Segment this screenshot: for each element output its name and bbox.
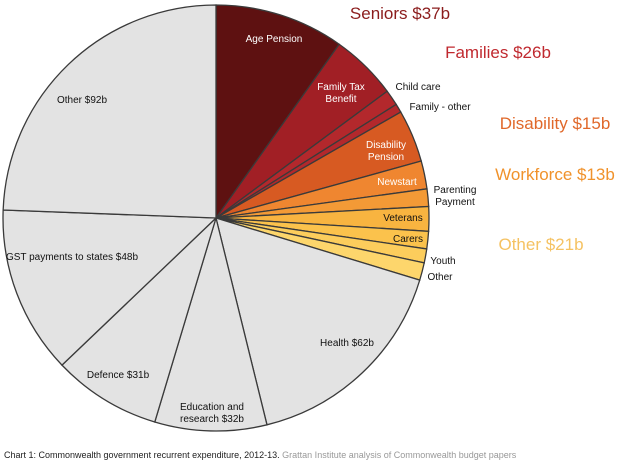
slice-label: Family - other bbox=[409, 102, 471, 113]
group-label: Other $21b bbox=[498, 235, 584, 254]
pie-slice bbox=[61, 215, 218, 423]
slice-label: Health $62b bbox=[320, 338, 374, 349]
pie-slice bbox=[215, 4, 341, 221]
caption: Chart 1: Commonwealth government recurre… bbox=[4, 450, 516, 460]
slice-label: Newstart bbox=[377, 177, 417, 188]
slice-label: Other $92b bbox=[56, 95, 108, 106]
slice-label: Child care bbox=[395, 82, 441, 93]
slice-label: Other bbox=[427, 272, 453, 283]
group-label: Families $26b bbox=[445, 43, 551, 62]
slice-label: Education and research $32b bbox=[180, 402, 244, 425]
group-label: Disability $15b bbox=[499, 114, 611, 133]
pie-slice bbox=[2, 4, 217, 219]
group-label: Workforce $13b bbox=[495, 165, 615, 184]
pie-slice bbox=[153, 215, 268, 432]
pie-slice bbox=[215, 217, 421, 426]
group-label: Seniors $37b bbox=[349, 4, 451, 23]
pie-slice bbox=[2, 209, 218, 367]
slice-label: GST payments to states $48b bbox=[5, 252, 139, 263]
slice-label: Disability Pension bbox=[365, 140, 406, 163]
chart-title: Chart 1: Commonwealth government recurre… bbox=[4, 450, 280, 460]
slice-label: Defence $31b bbox=[86, 370, 150, 381]
slice-label: Age Pension bbox=[245, 34, 303, 45]
slice-label: Veterans bbox=[383, 213, 423, 224]
source: Grattan Institute analysis of Commonweal… bbox=[282, 450, 517, 460]
slice-label: Parenting Payment bbox=[433, 185, 477, 208]
slice-label: Youth bbox=[430, 256, 456, 267]
slice-label: Carers bbox=[392, 234, 423, 245]
slice-label: Family Tax Benefit bbox=[317, 82, 365, 105]
